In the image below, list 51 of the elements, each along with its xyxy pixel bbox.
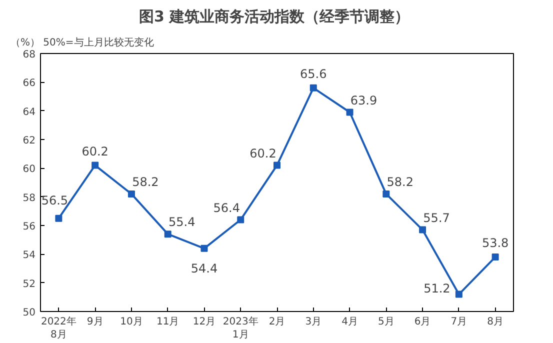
data-label: 58.2 [386, 174, 414, 189]
data-label: 55.7 [423, 210, 450, 225]
y-tick-label: 58 [22, 192, 36, 204]
x-tick-label: 12月 [192, 316, 216, 328]
point [200, 244, 208, 252]
point [346, 108, 354, 116]
text: （%） 50%=与上月比较无变化 [10, 36, 154, 48]
data-label: 56.4 [213, 200, 240, 215]
x-tick-label: 4月 [342, 316, 358, 328]
x-tick-label: 2022年 8月 [40, 316, 76, 341]
x-tick-label: 11月 [156, 316, 180, 328]
data-label: 53.8 [482, 236, 509, 250]
data-label: 65.6 [300, 66, 327, 81]
x-tick-label: 6月 [414, 316, 431, 328]
point [455, 290, 462, 298]
y-tick-label: 54 [22, 250, 36, 262]
data-label: 56.5 [41, 193, 68, 208]
point [382, 190, 390, 198]
x-tick-label: 5月 [378, 316, 394, 328]
y-tick-label: 68 [22, 50, 36, 60]
point [237, 216, 244, 224]
y-tick-label: 64 [22, 106, 36, 118]
chart-title: 图3 建筑业商务活动指数（经季节调整） [139, 8, 410, 26]
y-tick-label: 66 [22, 78, 36, 90]
data-label: 54.4 [190, 261, 218, 276]
x-tick-label: 8月 [487, 316, 504, 328]
data-label: 55.4 [168, 215, 196, 230]
data-label: 60.2 [82, 144, 108, 158]
data-label: 63.9 [350, 93, 378, 108]
x-tick-label: 2023年 1月 [222, 316, 258, 341]
y-tick-label: 56 [22, 222, 36, 232]
point [274, 162, 280, 169]
x-tick-label: 3月 [305, 316, 322, 328]
point [55, 214, 62, 222]
data-label: 60.2 [250, 146, 276, 160]
point [492, 254, 499, 261]
y-tick-label: 52 [22, 278, 36, 290]
data-label: 58.2 [132, 174, 159, 189]
x-tick-label: 7月 [450, 316, 468, 328]
x-tick-label: 9月 [86, 316, 104, 328]
point [419, 226, 426, 234]
point [310, 84, 317, 92]
x-tick-label: 10月 [120, 316, 143, 328]
point [92, 162, 99, 169]
y-tick-label: 62 [22, 136, 36, 146]
point [164, 230, 172, 238]
x-tick-label: 2月 [268, 316, 286, 328]
y-tick-label: 60 [22, 164, 36, 176]
y-tick-label: 50 [22, 308, 36, 318]
point [128, 190, 135, 198]
data-label: 51.2 [424, 281, 450, 296]
